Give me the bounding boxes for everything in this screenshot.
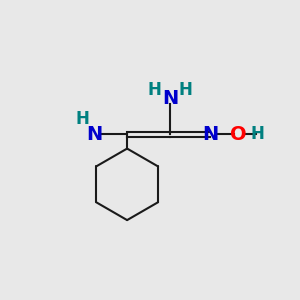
Text: H: H <box>76 110 90 128</box>
Text: N: N <box>202 125 218 144</box>
Text: N: N <box>86 125 102 144</box>
Text: H: H <box>250 125 264 143</box>
Text: H: H <box>179 81 193 99</box>
Text: N: N <box>162 89 178 108</box>
Text: O: O <box>230 125 247 144</box>
Text: H: H <box>147 81 161 99</box>
